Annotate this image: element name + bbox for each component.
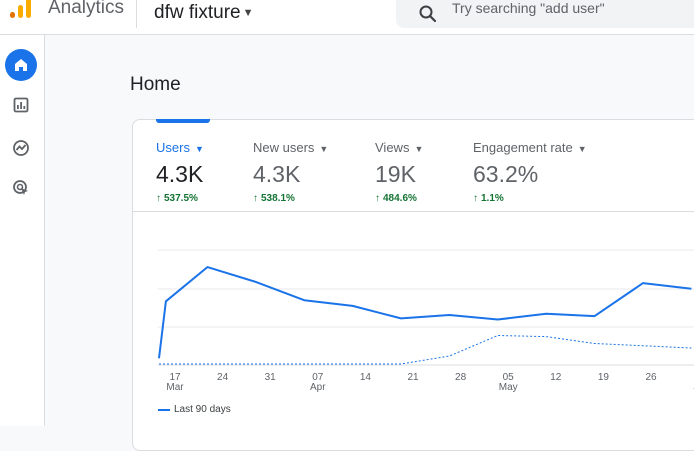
caret-down-icon: ▼ <box>194 143 204 154</box>
x-tick-day: 05 <box>503 372 515 383</box>
caret-down-icon: ▼ <box>242 6 254 19</box>
metric-change: 484.6% <box>383 193 417 204</box>
metric-value: 4.3K <box>253 161 301 187</box>
reports-icon <box>13 97 29 113</box>
analytics-logo <box>10 0 31 18</box>
side-nav <box>0 35 45 426</box>
active-metric-indicator <box>156 119 210 123</box>
arrow-up-icon: ↑ <box>156 193 161 204</box>
x-tick-day: 14 <box>360 372 372 383</box>
metric-change: 537.5% <box>164 193 198 204</box>
caret-down-icon: ▼ <box>577 143 587 154</box>
x-tick-day: 12 <box>550 372 562 383</box>
caret-down-icon: ▼ <box>414 143 424 154</box>
metric-label: Engagement rate <box>473 140 573 155</box>
metric-value: 4.3K <box>156 161 204 187</box>
users-line-chart: 17Mar243107Apr14212805May1219260Ju <box>158 249 694 393</box>
comparison-series-line <box>159 335 692 365</box>
metric-views[interactable]: Views ▼ 19K ↑ 484.6% <box>375 140 423 204</box>
arrow-up-icon: ↑ <box>473 193 478 204</box>
x-tick-day: 24 <box>217 372 229 383</box>
x-tick-day: 26 <box>645 372 657 383</box>
nav-home-button[interactable] <box>5 49 37 81</box>
legend-label: Last 90 days <box>174 404 231 415</box>
nav-advertising-button[interactable] <box>5 172 37 204</box>
metric-new-users[interactable]: New users ▼ 4.3K ↑ 538.1% <box>253 140 328 204</box>
nav-explore-button[interactable] <box>5 132 37 164</box>
overview-card <box>132 119 694 451</box>
x-tick-month: Mar <box>166 382 184 393</box>
x-tick-day: 07 <box>312 372 324 383</box>
property-name: dfw fixture <box>154 2 241 23</box>
search-placeholder: Try searching "add user" <box>452 0 605 16</box>
caret-down-icon: ▼ <box>319 143 329 154</box>
metric-change: 1.1% <box>481 193 504 204</box>
x-tick-day: 28 <box>455 372 467 383</box>
top-bar: Analytics dfw fixture ▼ Try searching "ad… <box>0 0 694 35</box>
metric-change: 538.1% <box>261 193 295 204</box>
header-divider <box>136 0 137 28</box>
x-tick-month: Apr <box>310 382 326 393</box>
app-name: Analytics <box>48 0 125 18</box>
x-tick-day: 19 <box>598 372 610 383</box>
advertising-icon <box>13 180 28 195</box>
explore-icon <box>13 140 29 156</box>
nav-reports-button[interactable] <box>5 89 37 121</box>
metric-engagement-rate[interactable]: Engagement rate ▼ 63.2% ↑ 1.1% <box>473 140 587 204</box>
x-tick-day: 31 <box>265 372 277 383</box>
metric-value: 19K <box>375 161 416 187</box>
search-bar[interactable]: Try searching "add user" <box>396 0 694 28</box>
x-tick-day: 21 <box>407 372 419 383</box>
arrow-up-icon: ↑ <box>253 193 258 204</box>
legend-swatch <box>158 408 170 411</box>
metric-label: New users <box>253 140 315 155</box>
x-tick-month: May <box>499 382 518 393</box>
property-selector[interactable]: dfw fixture ▼ <box>154 2 253 24</box>
metrics-divider <box>133 211 694 212</box>
metric-value: 63.2% <box>473 161 539 187</box>
search-icon <box>419 5 437 23</box>
metric-label: Views <box>375 140 410 155</box>
page-title: Home <box>130 74 181 95</box>
metric-label: Users <box>156 140 190 155</box>
metric-users[interactable]: Users ▼ 4.3K ↑ 537.5% <box>156 140 204 204</box>
chart-legend: Last 90 days <box>158 404 231 415</box>
x-tick-day: 17 <box>169 372 181 383</box>
arrow-up-icon: ↑ <box>375 193 380 204</box>
primary-series-line <box>158 266 692 359</box>
home-icon <box>15 59 27 71</box>
